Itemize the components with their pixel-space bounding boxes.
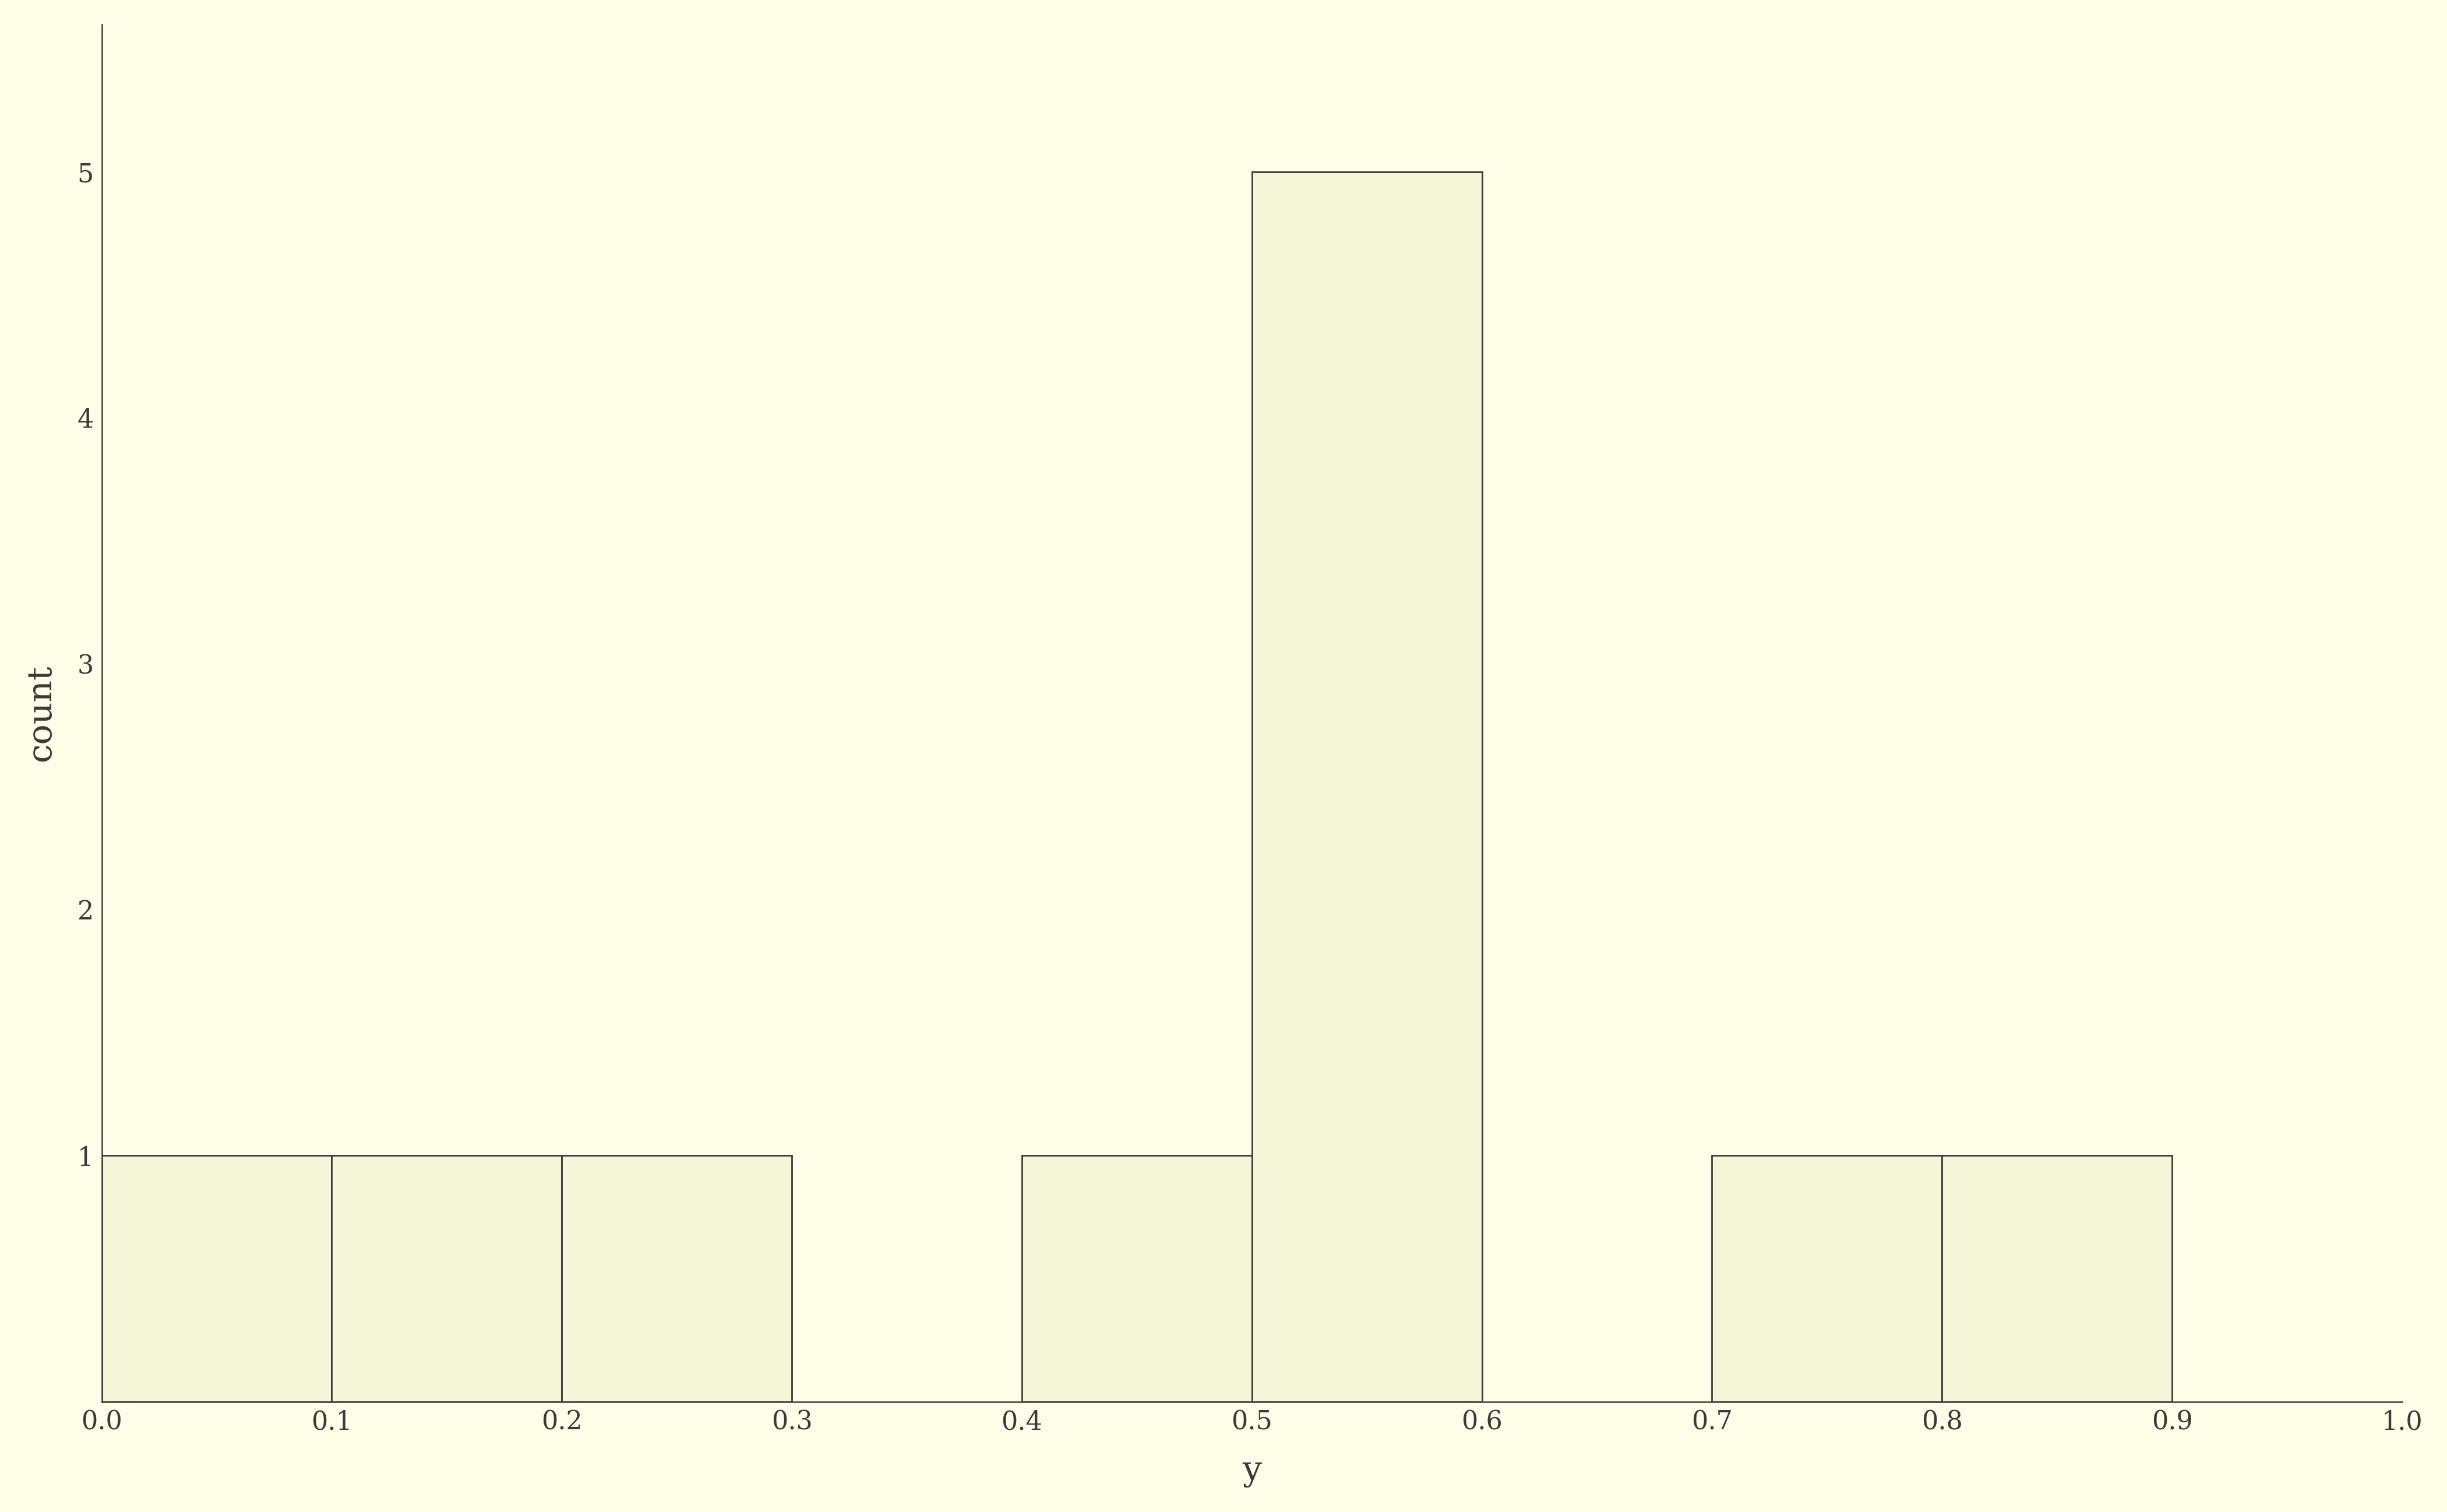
- X-axis label: y: y: [1243, 1455, 1263, 1488]
- Bar: [1253, 172, 1483, 1402]
- Bar: [1943, 1155, 2173, 1402]
- Bar: [1023, 1155, 1253, 1402]
- Bar: [333, 1155, 563, 1402]
- Bar: [563, 1155, 793, 1402]
- Bar: [1713, 1155, 1943, 1402]
- Bar: [103, 1155, 333, 1402]
- Y-axis label: count: count: [24, 664, 56, 762]
